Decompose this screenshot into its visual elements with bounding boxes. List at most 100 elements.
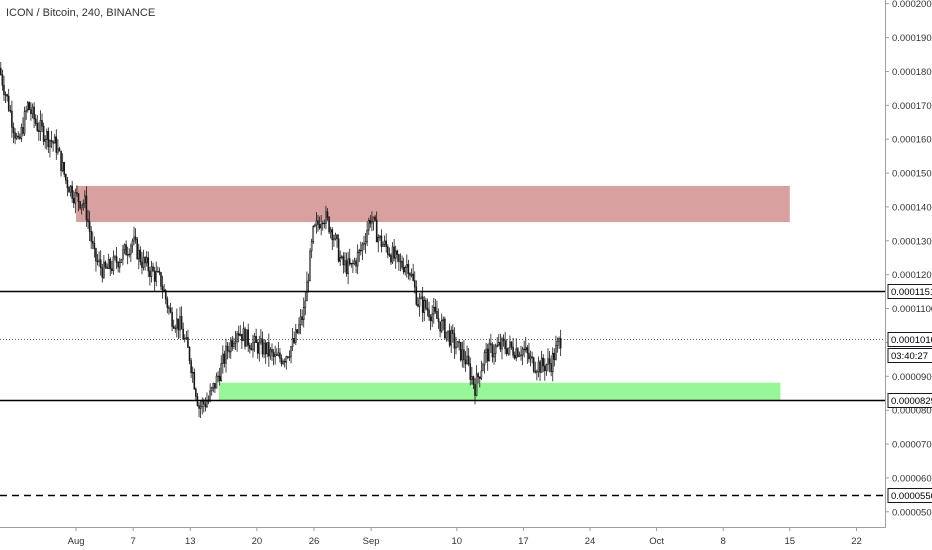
candle-body: [279, 352, 281, 359]
time-axis[interactable]: Aug 7 13 20 26 Sep 10 17 24 Oct 8 15 22: [68, 527, 862, 547]
candle: [244, 326, 246, 350]
candle: [168, 305, 170, 315]
candle-body: [523, 348, 525, 351]
support-zone[interactable]: [218, 382, 781, 401]
candle-body: [163, 289, 165, 292]
candle-body: [187, 337, 189, 348]
level-badge-box: [887, 284, 932, 299]
candle: [158, 267, 161, 276]
candle: [261, 331, 264, 358]
candle-body: [366, 229, 368, 242]
candle-body: [185, 337, 188, 339]
candle-body: [367, 220, 370, 231]
candle-body: [515, 348, 518, 359]
candle: [63, 161, 66, 178]
candle: [302, 297, 305, 328]
candle-body: [344, 260, 346, 266]
candle: [130, 243, 132, 263]
candle: [404, 265, 407, 276]
candle-body: [153, 270, 156, 282]
candle-body: [485, 348, 487, 353]
candle-body: [93, 243, 96, 249]
candle-body: [407, 263, 410, 274]
candle-body: [214, 383, 216, 389]
candle: [42, 122, 45, 146]
candle: [380, 229, 383, 253]
candle-body: [28, 102, 31, 110]
candle-body: [264, 342, 267, 355]
candle-body: [493, 353, 495, 358]
candle: [12, 122, 15, 144]
candle-body: [510, 341, 513, 348]
candle-body: [122, 249, 124, 260]
candle-body: [134, 236, 137, 240]
candle: [301, 309, 303, 326]
candle-body: [478, 376, 481, 379]
candle-body: [0, 67, 2, 75]
candle-body: [352, 262, 354, 265]
candle: [57, 139, 59, 155]
candle-body: [386, 246, 389, 255]
candle-body: [177, 318, 180, 331]
candle-body: [65, 174, 67, 181]
candle: [491, 342, 494, 363]
candle: [245, 329, 248, 347]
candle: [60, 150, 62, 177]
candle-body: [7, 95, 10, 111]
candle: [320, 215, 322, 236]
candle-body: [58, 148, 61, 152]
candle-body: [266, 342, 269, 355]
candle: [193, 368, 196, 390]
candle: [355, 257, 357, 274]
candle: [321, 220, 324, 231]
candle: [234, 330, 237, 351]
candle-body: [380, 235, 383, 247]
resistance-zone[interactable]: [76, 185, 790, 223]
candle-body: [469, 363, 472, 380]
candle-body: [52, 141, 54, 144]
candle-body: [486, 348, 489, 362]
candle-body: [263, 342, 265, 355]
x-tick-label: 13: [185, 536, 196, 547]
candle: [318, 216, 321, 230]
candle: [379, 235, 381, 241]
candle: [204, 397, 207, 412]
candle-body: [9, 109, 12, 112]
candle-body: [304, 300, 307, 308]
candle: [9, 104, 12, 113]
candle: [426, 298, 429, 317]
candle-body: [244, 328, 246, 347]
candle: [386, 244, 389, 259]
candle-body: [49, 140, 51, 147]
candle: [350, 262, 353, 268]
candle: [91, 231, 94, 250]
candle: [545, 363, 548, 376]
candle: [290, 345, 292, 364]
candle: [50, 130, 53, 149]
candle: [263, 339, 265, 359]
candle: [187, 329, 189, 348]
candle-body: [260, 338, 262, 343]
candle-body: [385, 240, 388, 248]
candle: [160, 271, 162, 291]
candle: [85, 186, 88, 227]
candle-body: [136, 238, 138, 259]
candle: [277, 342, 280, 357]
candle-body: [325, 211, 327, 224]
candle-body: [272, 351, 275, 357]
candle: [101, 263, 104, 283]
candle: [264, 339, 267, 364]
candle-body: [142, 257, 145, 268]
candle: [20, 123, 23, 143]
candle: [333, 234, 335, 248]
candle: [445, 331, 448, 342]
candle: [391, 242, 394, 264]
candle: [529, 350, 532, 367]
candle-body: [253, 335, 256, 343]
level-badge-box: [887, 488, 932, 503]
candle: [266, 342, 269, 358]
candle-body: [17, 135, 20, 138]
